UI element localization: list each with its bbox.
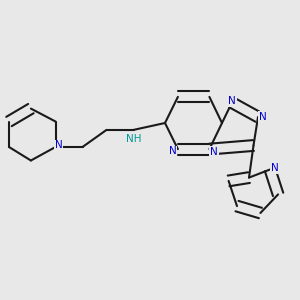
Text: N: N	[169, 146, 176, 157]
Text: N: N	[271, 163, 278, 173]
Text: N: N	[228, 96, 236, 106]
Text: N: N	[55, 140, 62, 151]
Text: N: N	[210, 147, 218, 157]
Text: N: N	[259, 112, 266, 122]
Text: NH: NH	[126, 134, 141, 144]
